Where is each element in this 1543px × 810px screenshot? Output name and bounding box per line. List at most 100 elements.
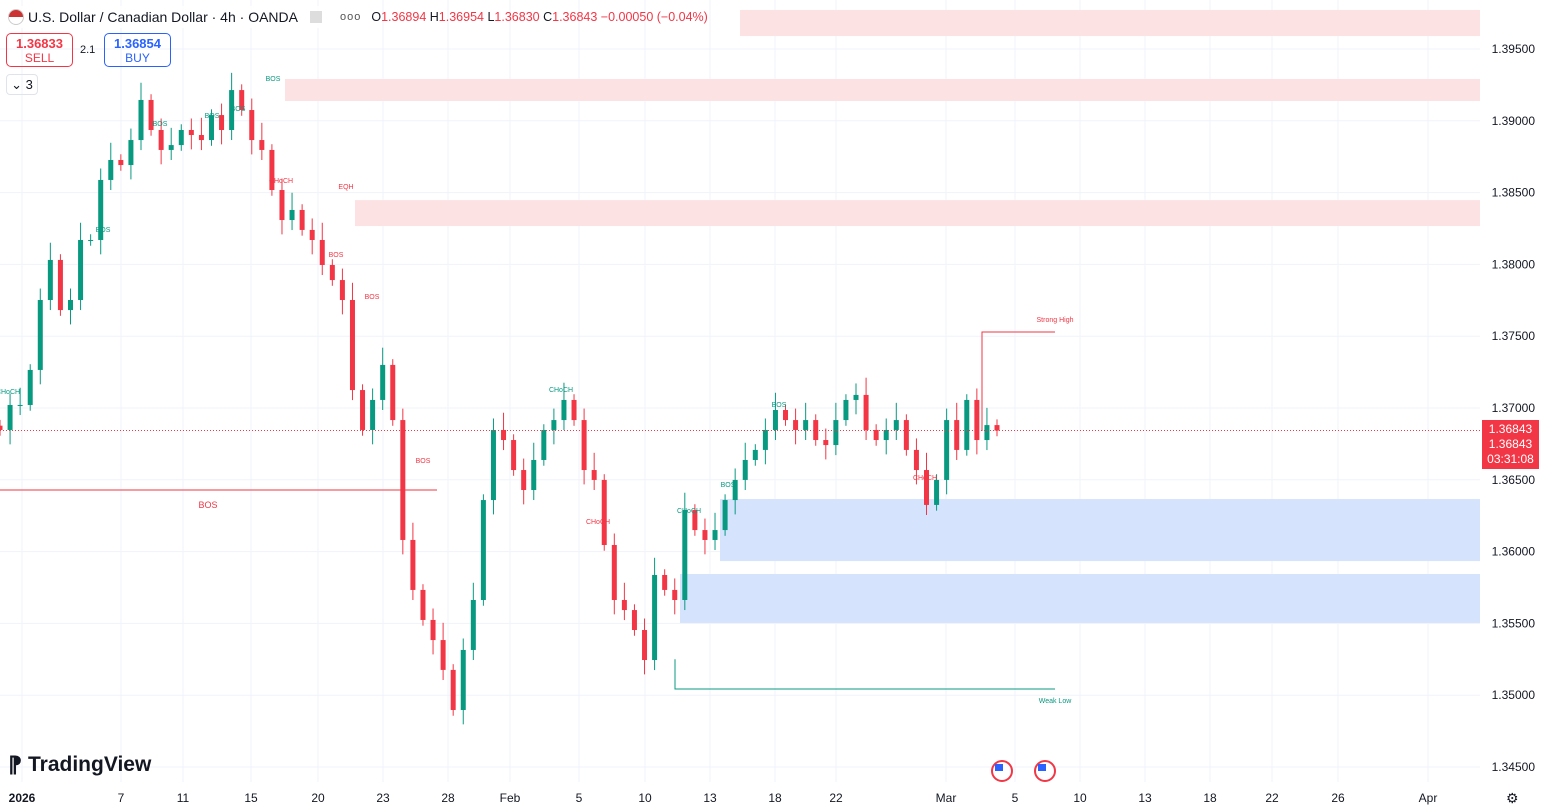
- candle-body: [229, 90, 235, 130]
- candle-body: [571, 399, 577, 421]
- time-tick-label: Feb: [500, 791, 521, 805]
- structure-label: BOS: [416, 458, 431, 465]
- candle-body: [994, 425, 1000, 431]
- candle-body: [873, 429, 879, 441]
- symbol-header[interactable]: U.S. Dollar / Canadian Dollar · 4h · OAN…: [4, 6, 366, 28]
- candle-body: [682, 509, 688, 600]
- candle-body: [843, 399, 849, 421]
- candle-body: [299, 209, 305, 230]
- sell-button[interactable]: 1.36833 SELL: [6, 33, 73, 67]
- time-tick-label: 22: [829, 791, 843, 805]
- time-tick-label: 13: [703, 791, 717, 805]
- tradingview-logo[interactable]: ⁋ TradingView: [8, 752, 152, 777]
- time-tick-label: 10: [1073, 791, 1087, 805]
- time-tick-label: Apr: [1419, 791, 1438, 805]
- candle-body: [480, 500, 486, 600]
- time-tick-label: 10: [638, 791, 652, 805]
- candle-body: [410, 539, 416, 590]
- flag-marker-icon[interactable]: [310, 11, 322, 23]
- candle-body: [239, 90, 245, 111]
- time-tick-label: 26: [1331, 791, 1345, 805]
- symbol-title: U.S. Dollar / Canadian Dollar · 4h · OAN…: [28, 9, 298, 25]
- candle-body: [813, 420, 819, 441]
- candle-body: [772, 410, 778, 430]
- candle-body: [67, 300, 73, 311]
- candle-body: [692, 509, 698, 531]
- candle-body: [360, 390, 366, 430]
- price-tick-label: 1.39500: [1492, 42, 1536, 56]
- candle-body: [944, 420, 950, 480]
- structure-label: BOS: [266, 76, 281, 83]
- candle-body: [380, 364, 386, 400]
- structure-label: BOS: [329, 252, 344, 259]
- candle-body: [702, 530, 708, 540]
- spread-value: 2.1: [80, 44, 96, 56]
- price-tick-label: 1.37500: [1492, 329, 1536, 343]
- ohlc-readout: O1.36894 H1.36954 L1.36830 C1.36843 −0.0…: [371, 10, 708, 24]
- candle-body: [128, 140, 134, 166]
- candle-body: [752, 449, 758, 460]
- structure-label: BOS: [153, 121, 168, 128]
- indicators-toggle[interactable]: ⌄ 3: [6, 74, 38, 95]
- candle-body: [762, 429, 768, 450]
- time-tick-label: 28: [441, 791, 455, 805]
- structure-label: EQH: [338, 184, 353, 191]
- candle-body: [521, 470, 527, 490]
- candle-body: [662, 575, 668, 590]
- candle-body: [339, 280, 345, 301]
- bar-countdown: 03:31:08: [1487, 452, 1534, 466]
- candle-body: [823, 440, 829, 446]
- candle-body: [722, 500, 728, 531]
- candle-body: [158, 129, 164, 150]
- candle-body: [470, 599, 476, 650]
- candle-body: [611, 544, 617, 600]
- candle-body: [27, 369, 33, 405]
- structure-label: BOS: [772, 402, 787, 409]
- candle-body: [319, 239, 325, 265]
- price-tick-label: 1.39000: [1492, 114, 1536, 128]
- candle-body: [964, 399, 970, 450]
- candle-body: [198, 135, 204, 141]
- weak-low-line: [674, 659, 1055, 690]
- bid-price-tag: 1.36843: [1488, 437, 1533, 451]
- structure-label: CHoCH: [913, 475, 937, 482]
- settings-icon[interactable]: ⚙: [1506, 790, 1519, 806]
- candle-body: [7, 404, 13, 430]
- tv-logo-icon: ⁋: [8, 752, 22, 777]
- usd-cad-flag-icon: [8, 9, 24, 25]
- price-tick-label: 1.38500: [1492, 186, 1536, 200]
- candle-body: [954, 420, 960, 450]
- time-tick-label: 18: [1203, 791, 1217, 805]
- time-tick-label: 5: [576, 791, 583, 805]
- time-tick-label: 18: [768, 791, 782, 805]
- candle-body: [440, 640, 446, 670]
- candle-body: [561, 399, 567, 421]
- strong-high-label: Strong High: [1037, 317, 1074, 324]
- candle-body: [138, 99, 144, 141]
- candle-body: [863, 394, 869, 430]
- structure-label: CHoCH: [586, 519, 610, 526]
- ellipsis-icon[interactable]: ooo: [340, 11, 362, 23]
- buy-button[interactable]: 1.36854 BUY: [104, 33, 171, 67]
- candle-body: [0, 425, 3, 430]
- candle-body: [924, 470, 930, 505]
- candle-body: [984, 425, 990, 441]
- price-tick-label: 1.36500: [1492, 473, 1536, 487]
- us-flag-icon: [995, 764, 1003, 771]
- candle-body: [289, 209, 295, 221]
- candle-body: [188, 129, 194, 136]
- price-tags: 1.36843 1.36843 03:31:08: [1482, 420, 1539, 469]
- supply-zone: [285, 79, 1480, 101]
- candle-body: [893, 420, 899, 430]
- candle-body: [108, 160, 114, 180]
- demand-zone: [720, 499, 1480, 562]
- time-tick-label: 11: [177, 791, 190, 805]
- structure-label: CHoCH: [549, 387, 573, 394]
- candle-body: [732, 479, 738, 501]
- candle-body: [249, 110, 255, 141]
- chevron-down-icon: ⌄: [11, 77, 23, 92]
- candle-body: [511, 440, 517, 471]
- time-tick-label: 5: [1012, 791, 1019, 805]
- structure-label: BOS: [231, 106, 246, 113]
